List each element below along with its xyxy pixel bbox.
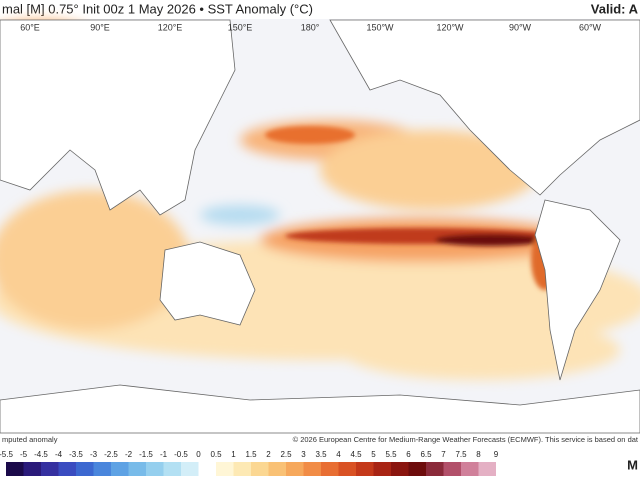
title: mal [M] 0.75° Init 00z 1 May 2026 • SST … [2,1,313,16]
colorbar-swatch [198,462,216,476]
colorbar-swatch [146,462,164,476]
colorbar-swatch [408,462,426,476]
colorbar-swatch [6,462,24,476]
colorbar-label: -2 [125,450,133,459]
colorbar-label: 6 [406,450,411,459]
colorbar-swatch [23,462,41,476]
colorbar-label: -3.5 [69,450,83,459]
colorbar-swatch [58,462,76,476]
colorbar-swatch [356,462,374,476]
colorbar-label: 3 [301,450,306,459]
colorbar-swatch [391,462,409,476]
colorbar-label: 7 [441,450,446,459]
longitude-label: 120°W [436,22,464,32]
colorbar-swatch [338,462,356,476]
longitude-label: 180° [301,22,320,32]
colorbar-swatch [93,462,111,476]
colorbar-label: 6.5 [420,450,432,459]
colorbar-swatch [478,462,496,476]
longitude-label: 60°E [20,22,40,32]
colorbar-label: -0.5 [174,450,188,459]
colorbar-swatch [321,462,339,476]
longitude-label: 90°E [90,22,110,32]
colorbar-swatch [128,462,146,476]
colorbar-label: 1 [231,450,236,459]
colorbar-swatch [303,462,321,476]
colorbar-label: 1.5 [245,450,257,459]
colorbar-label: 3.5 [315,450,327,459]
colorbar-label: -4 [55,450,63,459]
colorbar-swatch [373,462,391,476]
colorbar-label: -5.5 [0,450,13,459]
colorbar-swatch [426,462,444,476]
colorbar-label: 4.5 [350,450,362,459]
longitude-label: 60°W [579,22,602,32]
colorbar-label: 8 [476,450,481,459]
logo: M [627,457,638,472]
colorbar-label: 2 [266,450,271,459]
longitude-label: 150°W [366,22,394,32]
colorbar-label: 4 [336,450,341,459]
colorbar-swatch [461,462,479,476]
colorbar-swatch [163,462,181,476]
colorbar-swatch [216,462,234,476]
colorbar-label: 5.5 [385,450,397,459]
colorbar-label: 2.5 [280,450,292,459]
colorbar-swatch [41,462,59,476]
colorbar-swatch [251,462,269,476]
footer-right: © 2026 European Centre for Medium-Range … [293,435,639,444]
colorbar-swatch [233,462,251,476]
colorbar-label: 5 [371,450,376,459]
valid-label: Valid: A [591,1,639,16]
colorbar-label: -1 [160,450,168,459]
longitude-label: 120°E [158,22,183,32]
colorbar-swatch [76,462,94,476]
longitude-label: 90°W [509,22,532,32]
colorbar-swatch [286,462,304,476]
colorbar-label: 0 [196,450,201,459]
colorbar-swatch [443,462,461,476]
colorbar-label: -5 [20,450,28,459]
longitude-label: 150°E [228,22,253,32]
colorbar-label: 0.5 [210,450,222,459]
colorbar-label: 7.5 [455,450,467,459]
colorbar-label: -1.5 [139,450,153,459]
colorbar-swatch [268,462,286,476]
colorbar-label: 9 [494,450,499,459]
colorbar-label: -2.5 [104,450,118,459]
colorbar-label: -3 [90,450,98,459]
footer-left: mputed anomaly [2,435,58,444]
map [0,19,640,434]
colorbar-swatch [111,462,129,476]
colorbar-label: -4.5 [34,450,48,459]
colorbar-swatch [181,462,199,476]
